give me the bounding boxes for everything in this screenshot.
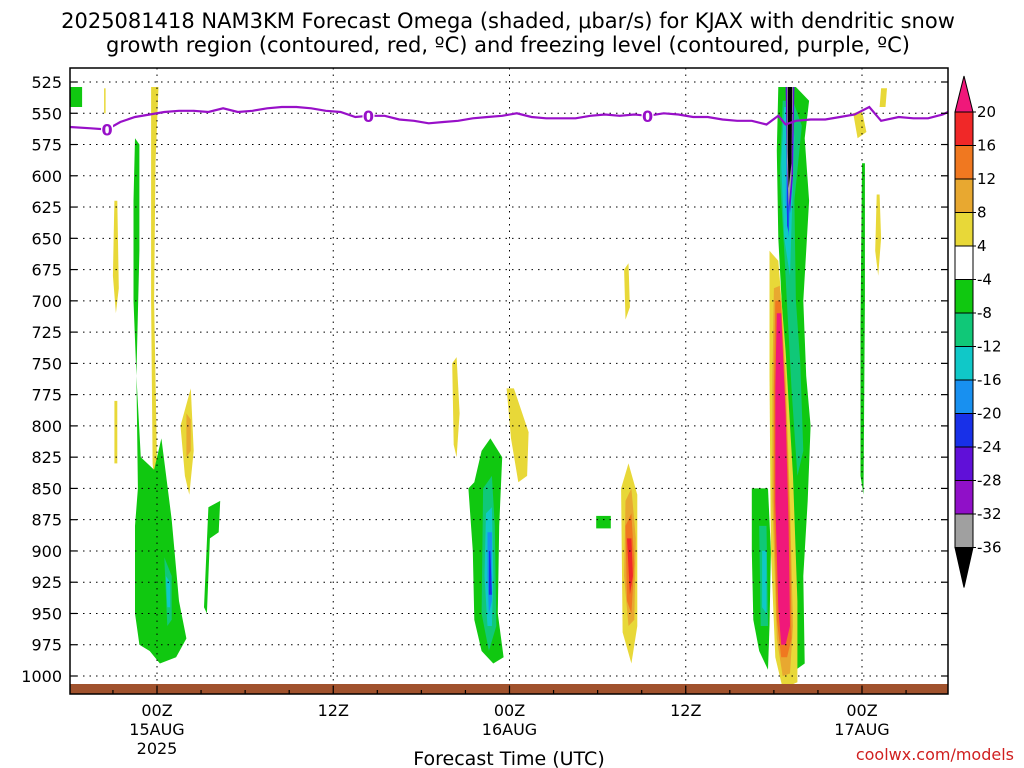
omega-region-4	[452, 357, 460, 458]
y-tick-label-725: 725	[31, 323, 62, 342]
omega-region-20	[165, 576, 171, 608]
x-tick-year-24: 2025	[137, 739, 178, 758]
colorbar-label-13: -36	[977, 539, 1002, 557]
omega-region-29	[762, 550, 767, 614]
colorbar-label-1: 16	[977, 137, 996, 155]
omega-shading	[70, 87, 887, 689]
colorbar-label-9: -20	[977, 405, 1002, 423]
y-tick-label-525: 525	[31, 73, 62, 92]
y-tick-label-575: 575	[31, 136, 62, 155]
x-axis-label: Forecast Time (UTC)	[413, 748, 604, 768]
x-tick-label-48: 00Z	[494, 701, 525, 720]
y-tick-label-875: 875	[31, 511, 62, 530]
omega-region-11	[186, 413, 191, 458]
freezing-level-label-0: 0	[101, 121, 112, 140]
omega-region-25	[488, 550, 492, 595]
colorbar-label-10: -24	[977, 438, 1002, 456]
omega-region-18	[70, 87, 83, 107]
colorbar-segment-6	[954, 279, 974, 314]
omega-region-16	[133, 138, 187, 664]
omega-region-17	[204, 500, 221, 614]
colorbar-label-4: 4	[977, 237, 987, 255]
colorbar-segment-3	[954, 178, 974, 213]
colorbar-segment-8	[954, 346, 974, 381]
omega-region-8	[875, 194, 882, 276]
y-tick-label-825: 825	[31, 448, 62, 467]
omega-region-7	[853, 110, 867, 139]
x-tick-label-72: 00Z	[846, 701, 877, 720]
credit-text[interactable]: coolwx.com/models	[856, 745, 1014, 764]
freezing-level-label-1: 0	[363, 107, 374, 126]
y-tick-label-975: 975	[31, 636, 62, 655]
colorbar-label-11: -28	[977, 472, 1002, 490]
omega-region-3	[104, 88, 106, 114]
colorbar-label-5: -4	[977, 271, 992, 289]
colorbar-label-12: -32	[977, 505, 1002, 523]
y-tick-label-675: 675	[31, 261, 62, 280]
colorbar-segment-4	[954, 212, 974, 247]
chart-title-line1: 2025081418 NAM3KM Forecast Omega (shaded…	[61, 9, 955, 33]
omega-region-37	[787, 87, 793, 189]
colorbar-segment-9	[954, 379, 974, 414]
y-axis: 525 550 575 600 625 650 675 700 725 750 775 800 825 8…	[21, 73, 948, 686]
colorbar-label-3: 8	[977, 204, 987, 222]
y-tick-label-1000: 1000	[21, 667, 62, 686]
colorbar-label-6: -8	[977, 304, 992, 322]
x-tick-date-72: 17AUG	[834, 720, 889, 739]
colorbar-bottom-arrow	[954, 547, 974, 588]
plot-area: 0 0 0	[69, 67, 949, 695]
colorbar-segment-2	[954, 145, 974, 180]
y-tick-label-650: 650	[31, 229, 62, 248]
omega-region-15	[627, 538, 633, 595]
omega-region-38	[860, 163, 865, 495]
omega-region-5	[506, 388, 529, 483]
omega-region-6	[624, 263, 630, 320]
freezing-label-bg-0	[101, 121, 114, 138]
y-tick-label-925: 925	[31, 573, 62, 592]
y-tick-label-850: 850	[31, 479, 62, 498]
colorbar-label-7: -12	[977, 338, 1002, 356]
x-tick-label-60: 12Z	[670, 701, 701, 720]
omega-region-9	[879, 88, 887, 107]
omega-region-42	[775, 313, 790, 645]
x-tick-label-24: 00Z	[141, 701, 172, 720]
colorbar-label-8: -16	[977, 371, 1002, 389]
y-tick-label-750: 750	[31, 354, 62, 373]
y-tick-label-800: 800	[31, 417, 62, 436]
x-tick-date-48: 16AUG	[482, 720, 537, 739]
colorbar-label-0: 20	[977, 103, 996, 121]
grid-lines	[70, 68, 948, 694]
freezing-level-line	[69, 105, 949, 131]
colorbar-segment-11	[954, 446, 974, 481]
freezing-label-bg-2	[641, 107, 654, 124]
freezing-level-contour: 0 0 0	[69, 105, 949, 140]
y-tick-label-950: 950	[31, 604, 62, 623]
omega-region-0	[151, 87, 159, 495]
x-tick-label-36: 12Z	[318, 701, 349, 720]
y-tick-label-550: 550	[31, 104, 62, 123]
omega-region-26	[596, 515, 611, 529]
y-tick-label-600: 600	[31, 167, 62, 186]
colorbar-segment-7	[954, 312, 974, 347]
colorbar-segment-10	[954, 413, 974, 448]
colorbar-top-arrow	[954, 75, 974, 113]
colorbar-legend: 20 16 12 8 4 -4 -8 -12 -16 -20 -24 -28 -32 -36	[954, 75, 1002, 588]
chart-title-line2: growth region (contoured, red, ºC) and f…	[106, 33, 910, 57]
omega-region-1	[112, 200, 119, 314]
freezing-label-bg-1	[362, 107, 375, 124]
colorbar-segment-13	[954, 513, 974, 548]
y-tick-label-775: 775	[31, 386, 62, 405]
colorbar-segment-5	[954, 245, 974, 280]
colorbar-segment-1	[954, 111, 974, 146]
y-tick-label-625: 625	[31, 198, 62, 217]
omega-region-2	[114, 400, 118, 464]
colorbar-label-2: 12	[977, 170, 996, 188]
y-tick-label-900: 900	[31, 542, 62, 561]
x-tick-date-24: 15AUG	[129, 720, 184, 739]
freezing-level-label-2: 0	[642, 107, 653, 126]
colorbar-segment-12	[954, 480, 974, 515]
y-tick-label-700: 700	[31, 292, 62, 311]
